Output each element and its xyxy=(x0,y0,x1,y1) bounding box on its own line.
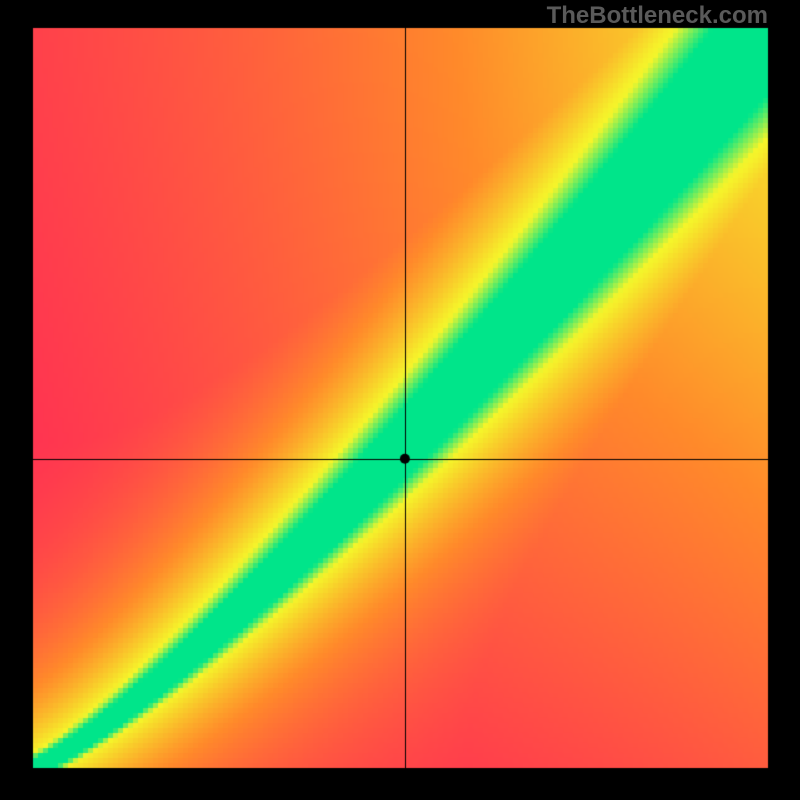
watermark-text: TheBottleneck.com xyxy=(547,2,768,30)
bottleneck-heatmap xyxy=(0,0,800,800)
chart-container: TheBottleneck.com xyxy=(0,0,800,800)
